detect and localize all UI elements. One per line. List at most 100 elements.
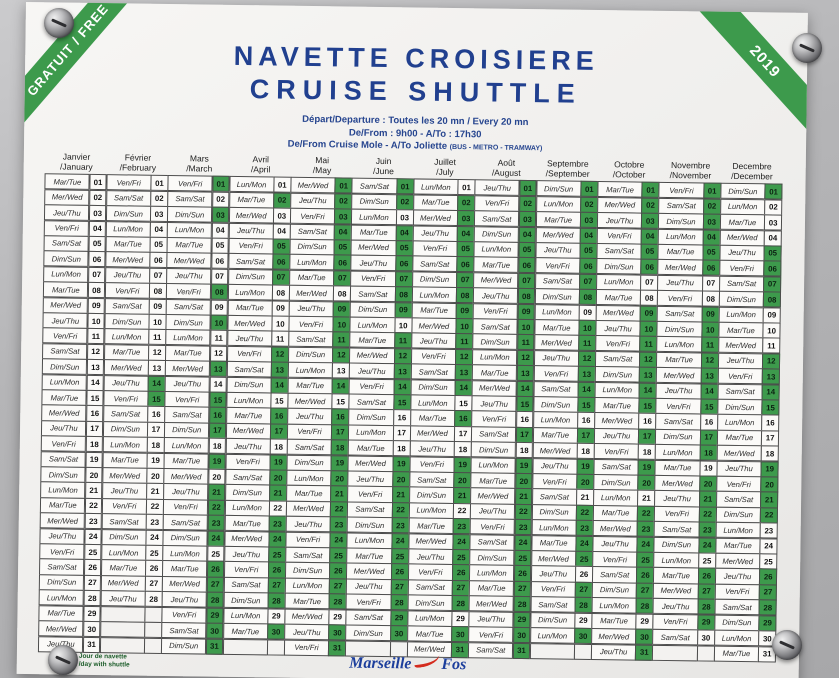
day-name-cell: Dim/Sun bbox=[594, 366, 641, 383]
day-name-cell: Sam/Sat bbox=[351, 177, 398, 195]
day-number-cell: 26 bbox=[452, 564, 471, 581]
day-number-cell: 20 bbox=[576, 473, 595, 491]
day-name-cell: Mer/Wed bbox=[412, 209, 459, 227]
day-name-cell: Jeu/Thu bbox=[657, 274, 703, 292]
day-number-cell: 22 bbox=[760, 507, 779, 524]
day-number-cell: 08 bbox=[333, 285, 352, 302]
day-name-cell: Jeu/Thu bbox=[346, 578, 392, 596]
day-name-cell: Sam/Sat bbox=[471, 426, 517, 443]
day-name-cell: Dim/Sun bbox=[407, 594, 453, 612]
day-name-cell: Mer/Wed bbox=[346, 562, 392, 580]
day-name-cell: Dim/Sun bbox=[529, 611, 576, 629]
day-number-cell: 07 bbox=[272, 269, 290, 286]
day-number-cell: 27 bbox=[574, 581, 593, 598]
day-name-cell: Ven/Fri bbox=[347, 485, 393, 503]
day-number-cell: 07 bbox=[87, 266, 106, 283]
day-number-cell: 27 bbox=[697, 583, 716, 600]
day-name-cell: Lun/Mon bbox=[718, 306, 764, 323]
day-name-cell: Mar/Tue bbox=[468, 580, 515, 597]
day-name-cell: Mer/Wed bbox=[103, 359, 149, 377]
day-name-cell: Mar/Tue bbox=[535, 211, 581, 228]
day-number-cell: 16 bbox=[85, 405, 104, 422]
day-name-cell: Dim/Sun bbox=[596, 258, 642, 276]
day-number-cell: 22 bbox=[698, 506, 717, 523]
day-number-cell: 09 bbox=[578, 304, 597, 321]
day-name-cell: Sam/Sat bbox=[102, 405, 149, 423]
day-name-cell: Mer/Wed bbox=[657, 259, 704, 276]
day-number-cell: 09 bbox=[87, 297, 106, 314]
day-number-cell: 23 bbox=[452, 518, 471, 535]
day-name-cell: Sam/Sat bbox=[410, 363, 456, 381]
day-number-cell: 21 bbox=[84, 482, 103, 499]
day-name-cell: Lun/Mon bbox=[534, 303, 580, 321]
day-number-cell: 05 bbox=[763, 245, 782, 262]
day-name-cell: Sam/Sat bbox=[348, 393, 395, 411]
day-number-cell: 22 bbox=[514, 503, 533, 521]
day-number-cell: 27 bbox=[83, 574, 102, 592]
day-name-cell: Mar/Tue bbox=[473, 256, 519, 274]
day-number-cell: 09 bbox=[640, 305, 658, 322]
day-number-cell: 26 bbox=[759, 568, 778, 586]
day-name-cell: Lun/Mon bbox=[227, 283, 273, 301]
day-name-cell: Dim/Sun bbox=[223, 592, 269, 609]
day-name-cell: Mer/Wed bbox=[530, 550, 577, 567]
day-name-cell: Ven/Fri bbox=[39, 543, 85, 561]
day-number-cell: 24 bbox=[391, 532, 410, 550]
day-name-cell: Lun/Mon bbox=[591, 597, 637, 614]
day-number-cell: 19 bbox=[269, 454, 288, 471]
day-name-cell: Ven/Fri bbox=[652, 613, 699, 631]
day-name-cell: Lun/Mon bbox=[596, 273, 642, 291]
day-name-cell: Sam/Sat bbox=[652, 628, 698, 646]
day-name-cell: Sam/Sat bbox=[43, 235, 90, 252]
day-number-cell: 27 bbox=[513, 580, 532, 598]
day-number-cell: 06 bbox=[395, 255, 413, 272]
day-name-cell: Mar/Tue bbox=[470, 472, 516, 490]
day-name-cell: Mer/Wed bbox=[41, 404, 87, 422]
day-name-cell: Sam/Sat bbox=[42, 343, 88, 360]
day-number-cell: 21 bbox=[576, 489, 594, 506]
day-name-cell: Dim/Sun bbox=[718, 290, 765, 308]
day-number-cell: 17 bbox=[208, 422, 227, 439]
day-number-cell: 06 bbox=[210, 252, 229, 270]
day-name-cell: Mar/Tue bbox=[654, 459, 701, 477]
day-name-cell: Dim/Sun bbox=[164, 421, 210, 439]
day-name-cell: Lun/Mon bbox=[413, 178, 459, 196]
day-name-cell: Sam/Sat bbox=[412, 255, 458, 273]
day-number-cell: 16 bbox=[638, 413, 657, 430]
day-number-cell: 23 bbox=[391, 517, 410, 534]
day-number-cell: 19 bbox=[515, 457, 534, 474]
day-name-cell: Dim/Sun bbox=[473, 225, 520, 243]
day-number-cell: 17 bbox=[454, 425, 473, 443]
day-name-cell: Mer/Wed bbox=[105, 251, 151, 269]
day-name-cell: Mer/Wed bbox=[349, 347, 395, 365]
day-name-cell: Lun/Mon bbox=[470, 456, 517, 474]
day-number-cell: 11 bbox=[516, 334, 535, 351]
day-name-cell: Lun/Mon bbox=[222, 607, 269, 625]
day-name-cell: Dim/Sun bbox=[469, 549, 515, 567]
day-number-cell: 07 bbox=[149, 267, 168, 284]
day-number-cell: 23 bbox=[330, 516, 348, 533]
day-number-cell: 03 bbox=[764, 214, 783, 231]
day-name-cell: Sam/Sat bbox=[531, 488, 578, 506]
day-number-cell: 10 bbox=[517, 318, 535, 336]
day-number-cell: 07 bbox=[579, 273, 598, 290]
day-number-cell: 09 bbox=[517, 303, 536, 320]
day-number-cell: 10 bbox=[271, 315, 290, 332]
day-name-cell: Jeu/Thu bbox=[652, 598, 699, 615]
day-number-cell: 29 bbox=[635, 613, 654, 630]
day-name-cell: Mar/Tue bbox=[406, 625, 453, 643]
day-name-cell: Jeu/Thu bbox=[42, 312, 89, 329]
day-number-cell: 30 bbox=[635, 628, 654, 646]
month-header: Juin/June bbox=[372, 155, 394, 177]
day-name-cell: Ven/Fri bbox=[44, 219, 90, 237]
day-name-cell: Sam/Sat bbox=[288, 331, 334, 348]
day-name-cell: Mar/Tue bbox=[166, 236, 212, 254]
day-name-cell: Dim/Sun bbox=[348, 408, 394, 426]
month-day-grid: Dim/Sun 01 Lun/Mon 02 Mar/Tue 03 Mer/Wed 04 Jeu/… bbox=[713, 183, 783, 663]
day-number-cell: 25 bbox=[452, 549, 471, 566]
day-name-cell: Ven/Fri bbox=[104, 282, 150, 300]
day-number-cell: 23 bbox=[207, 514, 226, 532]
day-name-cell: Jeu/Thu bbox=[471, 395, 517, 412]
day-number-cell: 06 bbox=[88, 251, 106, 268]
